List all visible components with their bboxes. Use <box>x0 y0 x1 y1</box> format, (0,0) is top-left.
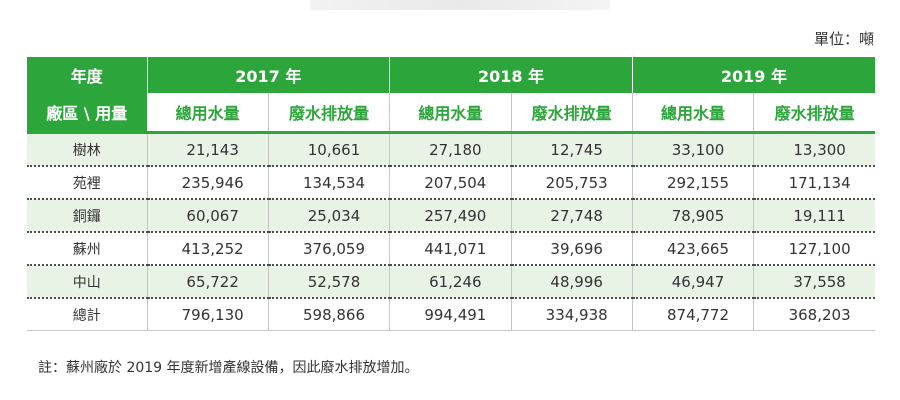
table-cell: 21,143 <box>147 132 269 167</box>
table-cell: 25,034 <box>268 199 391 233</box>
table-cell: 52,578 <box>268 265 391 299</box>
table-cell: 10,661 <box>268 132 391 167</box>
table-row: 銅鑼 60,067 25,034 257,490 27,748 78,905 1… <box>27 199 876 233</box>
header-site-usage-label: 廠區 \ 用量 <box>27 93 148 134</box>
header-row-years: 年度 2017 年 2018 年 2019 年 <box>27 57 876 93</box>
header-year-2018: 2018 年 <box>389 57 633 93</box>
table-cell: 27,748 <box>511 199 633 233</box>
table-cell: 235,946 <box>147 166 269 200</box>
table-cell: 134,534 <box>268 166 391 200</box>
table-cell: 796,130 <box>147 298 269 331</box>
header-year-label: 年度 <box>27 57 148 93</box>
table-cell: 441,071 <box>389 232 512 266</box>
header-metric-wastewater: 廢水排放量 <box>268 93 391 134</box>
faded-title-bar <box>310 0 610 10</box>
table-cell: 61,246 <box>389 265 512 299</box>
table-cell: 334,938 <box>511 298 633 331</box>
unit-label: 單位：噸 <box>813 30 874 48</box>
table-cell: 39,696 <box>511 232 633 266</box>
table-cell: 257,490 <box>389 199 512 233</box>
header-metric-total-water: 總用水量 <box>632 93 755 134</box>
row-label: 蘇州 <box>27 232 148 266</box>
table-cell: 874,772 <box>632 298 755 331</box>
header-metric-total-water: 總用水量 <box>389 93 512 134</box>
water-usage-table: 年度 2017 年 2018 年 2019 年 廠區 \ 用量 總用水量 廢水排… <box>27 57 876 331</box>
header-year-2017: 2017 年 <box>147 57 391 93</box>
table-cell: 127,100 <box>753 232 876 266</box>
table-cell: 207,504 <box>389 166 512 200</box>
table-cell: 598,866 <box>268 298 391 331</box>
table-cell: 60,067 <box>147 199 269 233</box>
footnote: 註：蘇州廠於 2019 年度新增產線設備，因此廢水排放增加。 <box>38 360 419 376</box>
table-cell: 65,722 <box>147 265 269 299</box>
table-cell: 368,203 <box>753 298 876 331</box>
table-cell: 46,947 <box>632 265 755 299</box>
table-cell: 292,155 <box>632 166 755 200</box>
table-cell: 48,996 <box>511 265 633 299</box>
table-cell: 205,753 <box>511 166 633 200</box>
header-year-2019: 2019 年 <box>632 57 876 93</box>
table-cell: 13,300 <box>753 132 876 167</box>
table-row-total: 總計 796,130 598,866 994,491 334,938 874,7… <box>27 298 876 331</box>
row-label: 總計 <box>27 298 148 331</box>
header-metric-wastewater: 廢水排放量 <box>753 93 876 134</box>
table-cell: 994,491 <box>389 298 512 331</box>
table-row: 樹林 21,143 10,661 27,180 12,745 33,100 13… <box>27 132 876 167</box>
table-cell: 78,905 <box>632 199 755 233</box>
row-label: 中山 <box>27 265 148 299</box>
row-label: 銅鑼 <box>27 199 148 233</box>
table-cell: 423,665 <box>632 232 755 266</box>
table-row: 苑裡 235,946 134,534 207,504 205,753 292,1… <box>27 166 876 200</box>
table-cell: 12,745 <box>511 132 633 167</box>
row-label: 樹林 <box>27 132 148 167</box>
header-metric-total-water: 總用水量 <box>147 93 269 134</box>
table-cell: 376,059 <box>268 232 391 266</box>
table-cell: 37,558 <box>753 265 876 299</box>
table-cell: 33,100 <box>632 132 755 167</box>
row-label: 苑裡 <box>27 166 148 200</box>
header-metric-wastewater: 廢水排放量 <box>511 93 633 134</box>
table-cell: 171,134 <box>753 166 876 200</box>
table-row: 蘇州 413,252 376,059 441,071 39,696 423,66… <box>27 232 876 266</box>
table-row: 中山 65,722 52,578 61,246 48,996 46,947 37… <box>27 265 876 299</box>
table-cell: 19,111 <box>753 199 876 233</box>
header-row-metrics: 廠區 \ 用量 總用水量 廢水排放量 總用水量 廢水排放量 總用水量 廢水排放量 <box>27 93 876 134</box>
table-cell: 27,180 <box>389 132 512 167</box>
table-cell: 413,252 <box>147 232 269 266</box>
